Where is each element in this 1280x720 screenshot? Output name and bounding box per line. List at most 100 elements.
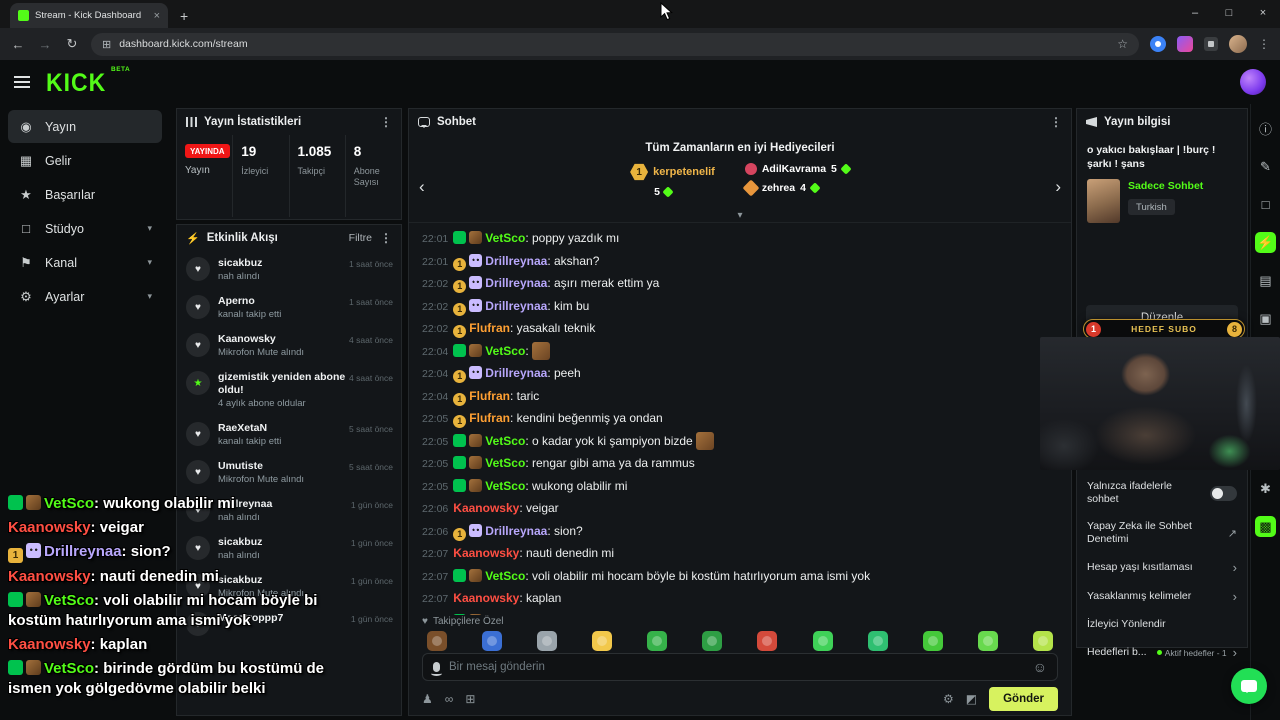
kebab-menu-icon[interactable]: ⋮ — [1050, 115, 1062, 129]
activity-item[interactable]: ♥ Kaanowsky Mikrofon Mute alındı 4 saat önc… — [177, 327, 401, 365]
url-text[interactable]: dashboard.kick.com/stream — [119, 38, 248, 50]
activity-item[interactable]: ♥ sicakbuz Mikrofon Mute alındı 1 gün önce — [177, 568, 401, 606]
support-chat-button[interactable] — [1231, 668, 1267, 704]
chat-username[interactable]: Kaanowsky — [453, 546, 520, 560]
hamburger-menu-icon[interactable] — [14, 76, 30, 88]
extensions-puzzle-icon[interactable] — [1204, 37, 1218, 51]
browser-profile-avatar[interactable] — [1229, 35, 1247, 53]
infinity-icon[interactable]: ∞ — [444, 692, 454, 706]
chat-username[interactable]: Kaanowsky — [453, 591, 520, 605]
sidebar-item-ayarlar[interactable]: ⚙ Ayarlar ▾ — [8, 280, 162, 313]
chat-username[interactable]: Drillreynaa — [485, 298, 548, 313]
activity-filter-button[interactable]: Filtre — [348, 232, 372, 244]
reload-icon[interactable]: ↻ — [66, 36, 78, 51]
chat-settings-gear-icon[interactable]: ⚙ — [943, 692, 954, 706]
carousel-right-arrow[interactable]: › — [1055, 177, 1061, 196]
category-row[interactable]: Sadece Sohbet Turkish — [1077, 175, 1247, 227]
window-maximize-button[interactable]: □ — [1225, 7, 1233, 19]
chat-username[interactable]: Flufran — [469, 411, 510, 425]
window-close-button[interactable]: × — [1259, 7, 1267, 19]
category-name[interactable]: Sadece Sohbet — [1128, 180, 1204, 192]
layers-icon[interactable]: ▤ — [1259, 272, 1272, 288]
emote-button-11[interactable] — [977, 631, 998, 651]
emote-button-1[interactable] — [427, 631, 447, 651]
widgets-icon[interactable]: ▣ — [1259, 310, 1272, 326]
activity-item[interactable]: ♥ sicakbuz nah alındı 1 saat önce — [177, 251, 401, 289]
toggle-switch[interactable] — [1210, 485, 1237, 501]
chat-username[interactable]: Drillreynaa — [485, 523, 548, 538]
sidebar-item-yayin[interactable]: ◉ Yayın — [8, 110, 162, 143]
sub-goal-widget[interactable]: 1 HEDEF SUBO 8 — [1083, 319, 1245, 339]
activity-item[interactable]: ★ gizemistik yeniden abone oldu! 4 aylık a… — [177, 365, 401, 416]
gifter-entry[interactable]: zehrea 4 — [742, 179, 850, 197]
settings-row[interactable]: Hedefleri b... Aktif hedefler - 1 › — [1087, 645, 1237, 660]
collapse-chevron-icon[interactable]: ▾ — [737, 210, 743, 221]
settings-row[interactable]: İzleyici Yönlendir — [1087, 618, 1166, 630]
chat-username[interactable]: Drillreynaa — [485, 276, 548, 290]
emote-button-8[interactable] — [812, 631, 833, 651]
kebab-menu-icon[interactable]: ⋮ — [380, 115, 392, 129]
emote-button-5[interactable] — [647, 631, 668, 651]
kick-logo[interactable]: KICK BETA — [46, 65, 131, 96]
settings-row[interactable]: Yasaklanmış kelimeler › — [1087, 589, 1237, 604]
site-info-icon[interactable]: ⊞ — [102, 38, 112, 51]
emote-button-9[interactable] — [867, 631, 888, 651]
chat-username[interactable]: VetSco — [485, 343, 526, 358]
chat-username[interactable]: Kaanowsky — [453, 501, 520, 515]
chat-username[interactable]: VetSco — [485, 614, 525, 616]
emote-button-2[interactable] — [482, 631, 503, 651]
chat-username[interactable]: Drillreynaa — [485, 253, 548, 268]
extension-purple-icon[interactable] — [1177, 36, 1193, 52]
activity-item[interactable]: ♥ RaeXetaN kanalı takip etti 5 saat önce — [177, 416, 401, 454]
chat-username[interactable]: VetSco — [485, 456, 526, 470]
send-button[interactable]: Gönder — [989, 687, 1058, 711]
chat-message-input[interactable] — [449, 661, 1024, 673]
emote-button-10[interactable] — [922, 631, 943, 651]
spark-icon[interactable]: ✱ — [1260, 480, 1271, 496]
pencil-icon[interactable]: ✎ — [1260, 158, 1271, 174]
emote-button-4[interactable] — [592, 631, 613, 651]
emote-button-6[interactable] — [702, 631, 723, 651]
address-bar[interactable]: ⊞ dashboard.kick.com/stream ☆ — [91, 32, 1139, 56]
top-gifter[interactable]: 1 kerpetenelif 5 — [630, 163, 715, 201]
chat-username[interactable]: VetSco — [485, 231, 526, 245]
monitor-icon[interactable]: □ — [1261, 197, 1270, 212]
clips-icon[interactable]: ▩ — [1255, 516, 1276, 537]
user-avatar[interactable] — [1240, 69, 1266, 95]
carousel-left-arrow[interactable]: ‹ — [419, 177, 425, 196]
grid-icon[interactable]: ⊞ — [465, 692, 476, 706]
browser-menu-icon[interactable]: ⋮ — [1258, 37, 1270, 51]
new-tab-button[interactable]: + — [180, 8, 189, 24]
sidebar-item-gelir[interactable]: ▦ Gelir — [19, 152, 72, 168]
info-circle-icon[interactable]: ⓘ — [1258, 122, 1272, 137]
chat-username[interactable]: Flufran — [469, 388, 510, 403]
emote-button-7[interactable] — [757, 631, 778, 651]
kebab-menu-icon[interactable]: ⋮ — [380, 231, 392, 245]
extension-blue-icon[interactable] — [1150, 36, 1166, 52]
chatters-icon[interactable]: ♟ — [422, 692, 433, 706]
identity-icon[interactable]: ◩ — [965, 692, 978, 706]
sidebar-item-studyo[interactable]: □ Stüdyo ▾ — [8, 212, 162, 245]
activity-item[interactable]: ♥ Maestroppp7 1 gün önce — [177, 606, 401, 642]
settings-row[interactable]: Yalnızca ifadelerle sohbet — [1077, 473, 1247, 513]
activity-item[interactable]: ♥ Drillreynaa nah alındı 1 gün önce — [177, 492, 401, 530]
emote-button-3[interactable] — [537, 631, 558, 651]
microphone-icon[interactable] — [431, 662, 442, 676]
back-icon[interactable]: ← — [11, 36, 25, 52]
bolt-icon[interactable]: ⚡ — [1255, 232, 1276, 253]
chat-username[interactable]: VetSco — [485, 478, 526, 493]
forward-icon[interactable]: → — [38, 36, 52, 52]
emote-button-12[interactable] — [1032, 631, 1053, 651]
browser-tab[interactable]: Stream - Kick Dashboard × — [10, 3, 168, 28]
settings-row[interactable]: Yapay Zeka ile Sohbet Denetimi ↗ — [1087, 520, 1237, 545]
activity-item[interactable]: ♥ Aperno kanalı takip etti 1 saat önce — [177, 289, 401, 327]
sidebar-item-basarilar[interactable]: ★ Başarılar — [8, 178, 162, 211]
settings-row[interactable]: Hesap yaşı kısıtlaması › — [1087, 560, 1237, 575]
chat-username[interactable]: VetSco — [485, 568, 526, 583]
window-minimize-button[interactable]: – — [1191, 7, 1199, 19]
tab-close-icon[interactable]: × — [153, 9, 160, 22]
sidebar-item-kanal[interactable]: ⚑ Kanal ▾ — [8, 246, 162, 279]
bookmark-star-icon[interactable]: ☆ — [1117, 37, 1128, 51]
activity-item[interactable]: ♥ sicakbuz nah alındı 1 gün önce — [177, 530, 401, 568]
gifter-entry[interactable]: AdilKavrama 5 — [744, 163, 852, 175]
